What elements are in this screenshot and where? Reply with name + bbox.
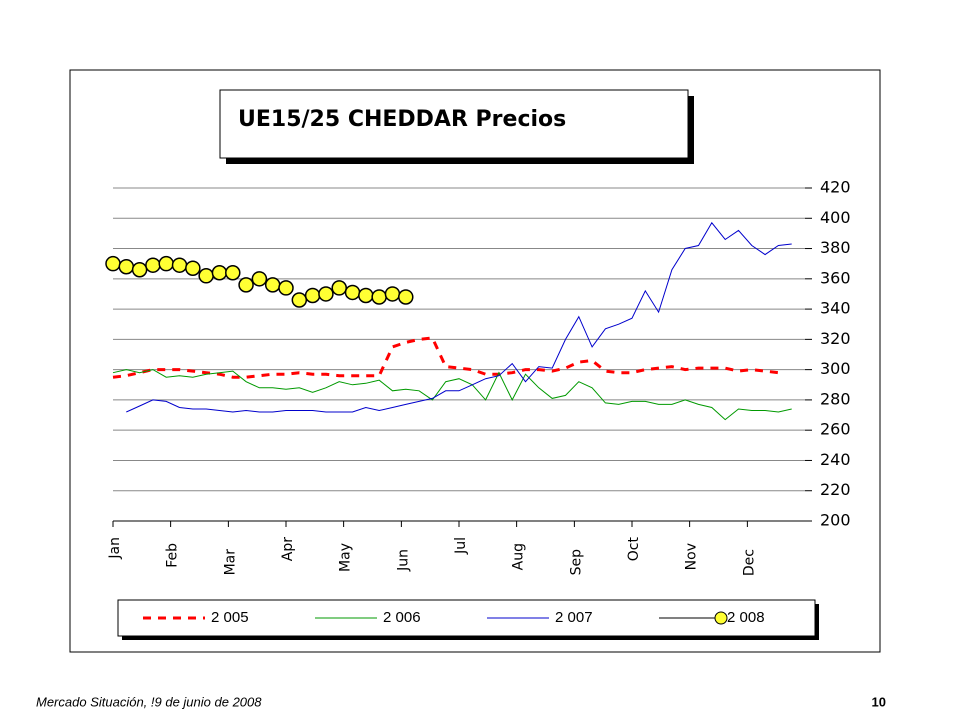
- y-tick-label: 360: [820, 268, 851, 287]
- x-tick-label: Jun: [395, 549, 411, 572]
- series-marker: [398, 289, 414, 305]
- series-marker: [131, 261, 148, 278]
- y-tick-label: 220: [820, 480, 851, 499]
- y-tick-label: 400: [820, 208, 851, 227]
- series-marker: [358, 287, 374, 304]
- legend-label: 2 008: [727, 609, 765, 626]
- x-tick-label: Sep: [568, 549, 584, 576]
- series-marker: [344, 284, 361, 301]
- x-tick-label: Mar: [222, 549, 238, 576]
- x-tick-label: Nov: [684, 543, 700, 570]
- x-tick-label: Jan: [107, 537, 123, 560]
- chart-frame: [69, 69, 881, 653]
- series-marker: [384, 286, 401, 302]
- y-tick-label: 420: [820, 178, 851, 197]
- series-marker: [318, 286, 334, 302]
- legend-label: 2 005: [211, 609, 249, 626]
- y-tick-label: 380: [820, 238, 851, 257]
- series-marker: [331, 280, 347, 296]
- series-marker: [105, 255, 121, 272]
- series-marker: [264, 277, 281, 293]
- series-marker: [291, 292, 308, 308]
- footer-source: Mercado Situación, !9 de junio de 2008: [36, 694, 262, 709]
- y-tick-label: 200: [820, 511, 851, 530]
- series-line: [112, 369, 792, 421]
- x-tick-label: May: [338, 543, 354, 572]
- y-tick-label: 260: [820, 420, 851, 439]
- y-tick-label: 340: [820, 299, 851, 318]
- y-tick-label: 300: [820, 359, 851, 378]
- x-tick-label: Aug: [511, 543, 527, 570]
- y-tick-label: 240: [820, 450, 851, 469]
- x-tick-label: Dec: [741, 549, 757, 576]
- series-marker: [171, 257, 188, 273]
- series-marker: [145, 257, 161, 273]
- legend-marker: [714, 611, 728, 625]
- legend-label: 2 007: [555, 609, 593, 626]
- series-marker: [371, 289, 387, 305]
- x-tick-label: Jul: [453, 537, 469, 555]
- series-marker: [198, 268, 214, 284]
- y-tick-label: 320: [820, 329, 851, 348]
- x-tick-label: Oct: [626, 537, 642, 562]
- chart-title: UE15/25 CHEDDAR Precios: [238, 107, 566, 132]
- series-marker: [211, 265, 228, 281]
- title-box: [219, 89, 689, 159]
- series-marker: [225, 265, 241, 281]
- series-marker: [238, 277, 254, 293]
- x-tick-label: Feb: [165, 543, 181, 568]
- legend-box: [117, 599, 816, 637]
- series-marker: [251, 271, 268, 287]
- series-marker: [158, 255, 174, 272]
- page-number: 10: [872, 694, 886, 709]
- series-marker: [118, 258, 135, 275]
- series-line: [112, 336, 779, 379]
- series-line: [126, 221, 792, 413]
- series-marker: [185, 260, 201, 276]
- y-tick-label: 280: [820, 389, 851, 408]
- x-tick-label: Apr: [280, 537, 296, 561]
- series-marker: [278, 280, 294, 296]
- series-marker: [304, 287, 321, 304]
- legend-label: 2 006: [383, 609, 421, 626]
